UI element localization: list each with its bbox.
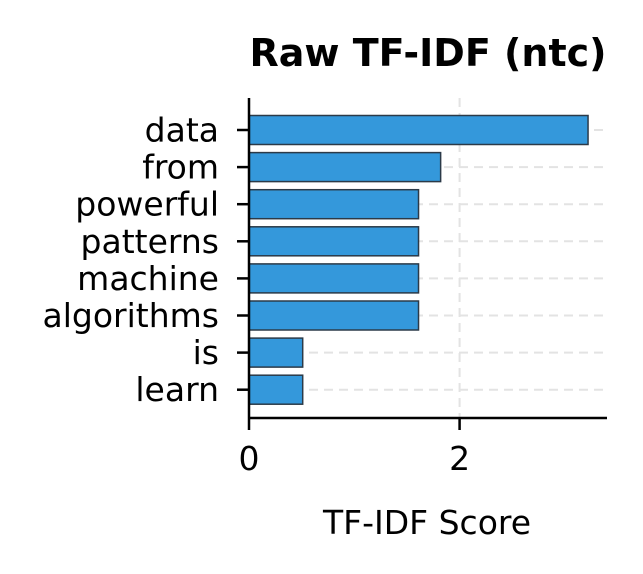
y-tick-label: algorithms	[43, 296, 219, 335]
bars-layer	[248, 114, 589, 405]
bar-patterns	[248, 226, 420, 257]
y-tick-labels: datafrompowerfulpatternsmachinealgorithm…	[43, 111, 219, 410]
x-tick-label: 0	[239, 439, 260, 478]
bar-powerful	[248, 188, 420, 220]
y-tick-label: powerful	[75, 185, 219, 224]
bar-algorithms	[248, 300, 420, 331]
chart-title: Raw TF-IDF (ntc)	[249, 31, 606, 75]
bar-learn	[248, 374, 304, 405]
grid-layer	[249, 98, 607, 418]
y-tick-label: data	[145, 111, 219, 150]
y-tick-label: from	[142, 148, 219, 187]
y-tick-label: patterns	[81, 222, 219, 261]
axes-layer	[237, 98, 607, 430]
bar-is	[248, 337, 304, 368]
y-tick-label: machine	[77, 259, 219, 298]
bar-data	[248, 114, 589, 146]
bar-from	[248, 151, 442, 183]
x-tick-label: 2	[449, 439, 470, 478]
x-axis-label: TF-IDF Score	[322, 503, 531, 542]
bar-machine	[248, 263, 420, 294]
y-tick-label: is	[193, 333, 219, 372]
y-tick-label: learn	[135, 370, 219, 409]
